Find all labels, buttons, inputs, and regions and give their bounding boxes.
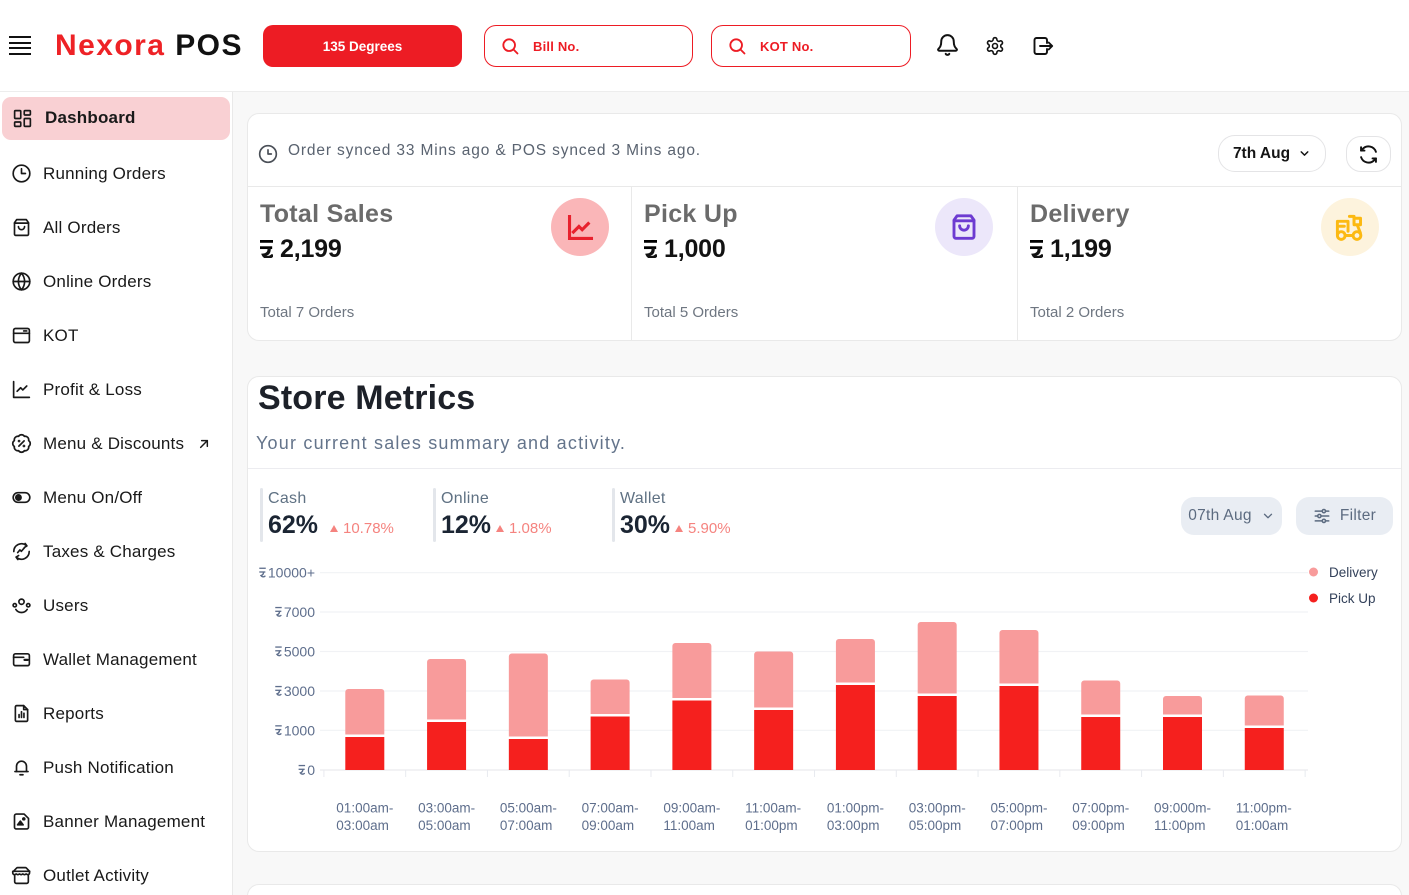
svg-text:05:00pm: 05:00pm [909,818,962,833]
svg-text:01:00pm: 01:00pm [745,818,798,833]
svg-text:03:00am-: 03:00am- [418,801,475,816]
svg-text:05:00pm-: 05:00pm- [990,801,1047,816]
svg-text:09:00am: 09:00am [582,818,635,833]
svg-text:03:00am: 03:00am [336,818,389,833]
svg-text:07:00am: 07:00am [500,818,553,833]
svg-text:09:00pm: 09:00pm [1072,818,1125,833]
svg-text:09:000m-: 09:000m- [1154,801,1211,816]
svg-text:5000: 5000 [284,644,315,660]
svg-text:07:00pm: 07:00pm [990,818,1043,833]
svg-text:01:00pm-: 01:00pm- [827,801,884,816]
svg-text:10000+: 10000+ [268,565,315,581]
svg-text:Pick Up: Pick Up [1329,591,1376,606]
svg-text:11:00pm: 11:00pm [1154,818,1206,833]
svg-text:05:00am: 05:00am [418,818,471,833]
svg-text:01:00am-: 01:00am- [336,801,393,816]
svg-text:09:00am-: 09:00am- [663,801,720,816]
svg-text:3000: 3000 [284,683,315,699]
svg-text:Delivery: Delivery [1329,565,1378,580]
svg-text:05:00am-: 05:00am- [500,801,557,816]
svg-text:1000: 1000 [284,722,315,738]
svg-text:07:00am-: 07:00am- [582,801,639,816]
svg-text:11:00am: 11:00am [663,818,715,833]
svg-text:11:00pm-: 11:00pm- [1236,801,1292,816]
svg-text:7000: 7000 [284,604,315,620]
svg-text:07:00pm-: 07:00pm- [1072,801,1129,816]
svg-text:03:00pm: 03:00pm [827,818,880,833]
svg-text:03:00pm-: 03:00pm- [909,801,966,816]
svg-text:01:00am: 01:00am [1236,818,1289,833]
svg-text:11:00am-: 11:00am- [745,801,801,816]
svg-text:0: 0 [307,762,315,778]
